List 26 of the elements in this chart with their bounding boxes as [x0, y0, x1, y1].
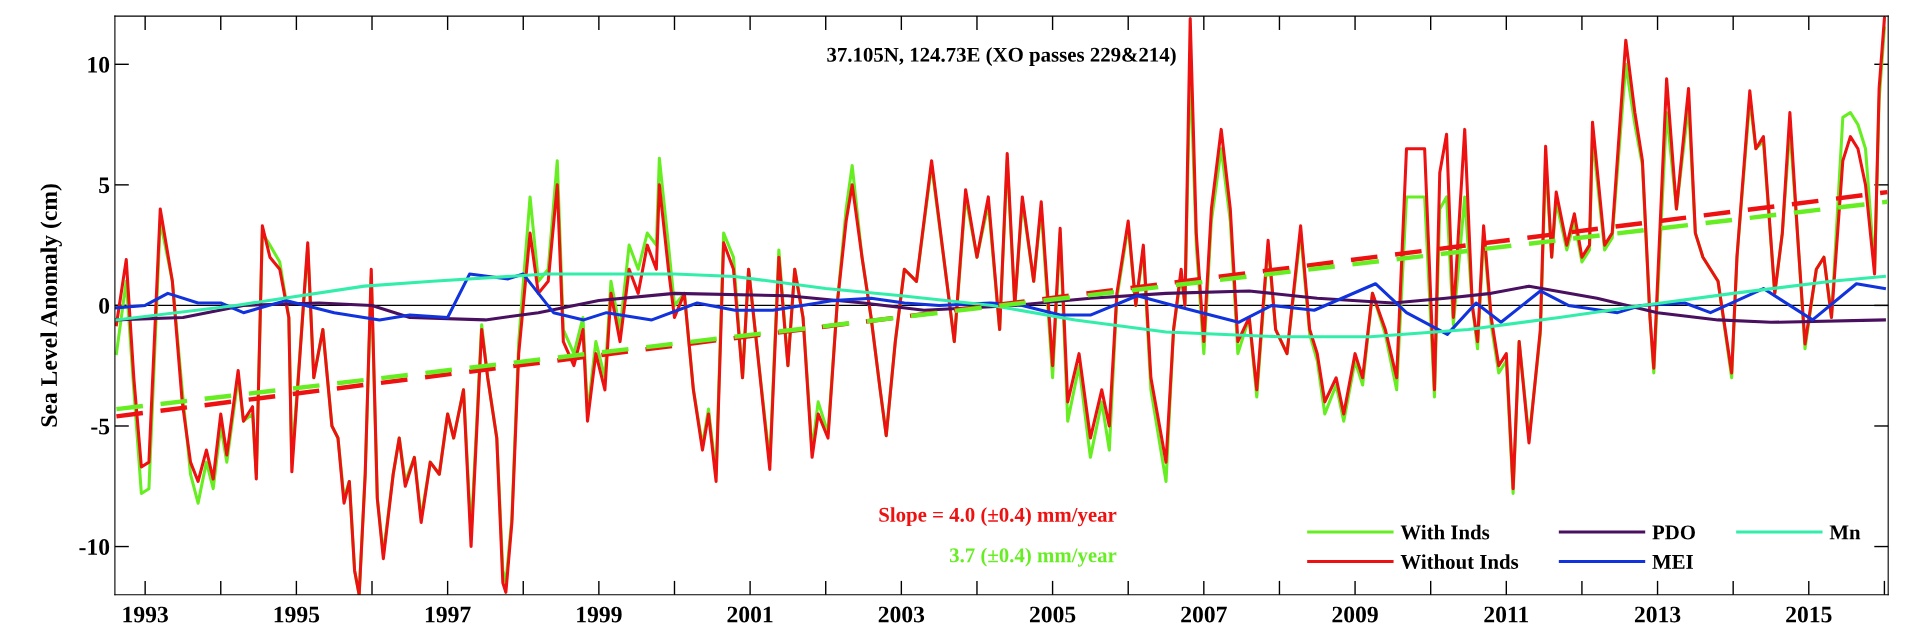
x-tick-label: 1997 [425, 606, 471, 623]
x-tick-label: 2011 [1484, 606, 1529, 623]
y-axis-title: Sea Level Anomaly (cm) [40, 184, 62, 427]
legend-label: PDO [1652, 525, 1695, 540]
y-tick-label: 5 [99, 177, 110, 194]
x-tick-label: 1999 [577, 606, 622, 623]
legend-label: Without Inds [1400, 554, 1519, 570]
x-tick-label: 2001 [727, 606, 773, 623]
annotation: 37.105N, 124.73E (XO passes 229&214) [827, 47, 1176, 67]
annotation: 3.7 (±0.4) mm/year [949, 547, 1117, 567]
legend-label: With Inds [1400, 524, 1490, 540]
legend-label: MEI [1652, 555, 1693, 569]
x-tick-label: 1993 [123, 606, 168, 623]
x-tick-label: 2007 [1181, 606, 1227, 623]
y-tick-label: 10 [88, 56, 110, 73]
x-tick-label: 2005 [1029, 606, 1076, 623]
x-tick-label: 1995 [274, 606, 320, 623]
legend-label: Mn [1829, 525, 1861, 540]
y-tick-label: -10 [79, 539, 110, 555]
y-tick-label: 0 [99, 297, 110, 314]
x-tick-label: 2015 [1786, 606, 1832, 623]
x-tick-label: 2009 [1332, 606, 1378, 623]
x-tick-label: 2013 [1634, 606, 1681, 623]
annotation: Slope = 4.0 (±0.4) mm/year [879, 507, 1117, 527]
y-tick-label: -5 [91, 418, 110, 435]
x-tick-label: 2003 [878, 606, 925, 623]
